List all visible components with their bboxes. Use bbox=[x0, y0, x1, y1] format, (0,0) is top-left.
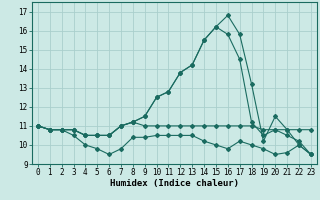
X-axis label: Humidex (Indice chaleur): Humidex (Indice chaleur) bbox=[110, 179, 239, 188]
